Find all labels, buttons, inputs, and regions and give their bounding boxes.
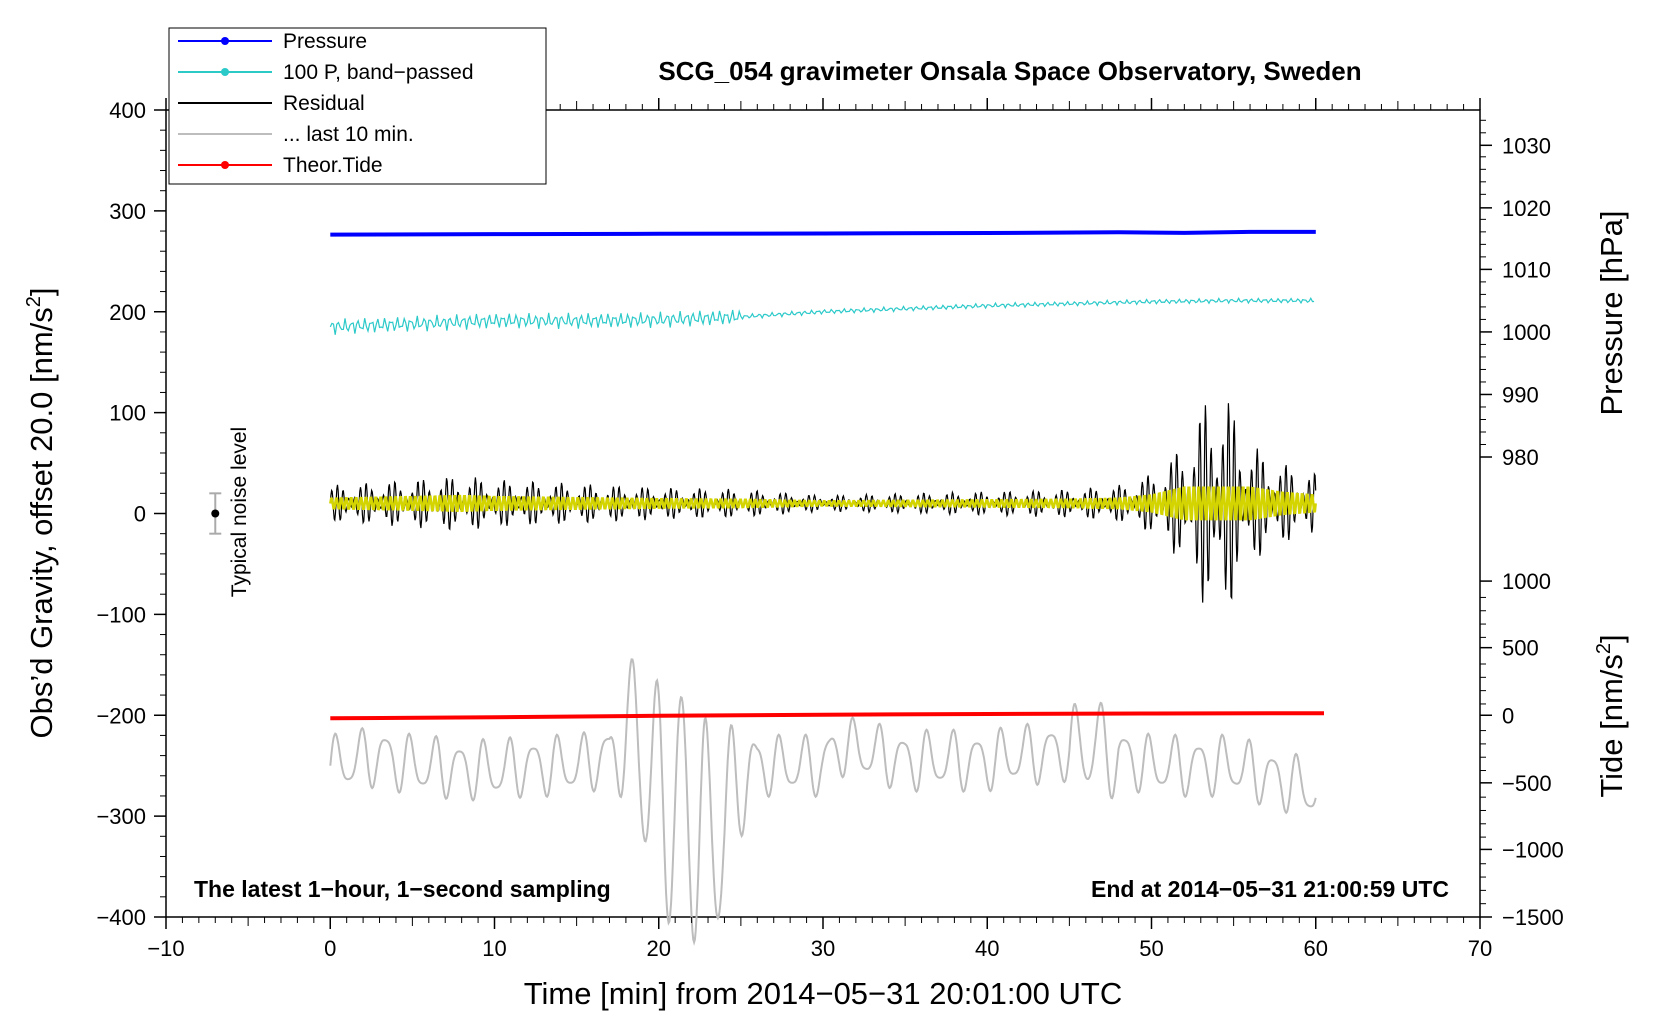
last-10-min-line	[329, 658, 1317, 946]
noise-bar-point	[211, 509, 220, 518]
pressure-line	[330, 229, 1316, 237]
legend-label: Pressure	[283, 30, 367, 53]
noise-level-bar	[209, 492, 222, 535]
pressure-tick-label: 1010	[1502, 257, 1551, 282]
x-tick-label: 40	[975, 936, 999, 961]
pressure-tick-label: 990	[1502, 382, 1539, 407]
tide-tick-label: −1000	[1502, 837, 1564, 862]
y-tick-label: −200	[96, 703, 146, 728]
tide-axis-title-close: ]	[1594, 634, 1629, 643]
residual-filtered-line	[329, 486, 1317, 521]
y-axis-title-main: Obs’d Gravity, offset 20.0 [nm/s	[24, 307, 59, 738]
legend-items: Pressure 100 P, band−passed Residual ... la…	[178, 30, 474, 177]
x-axis-title: Time [min] from 2014−05−31 20:01:00 UTC	[524, 976, 1123, 1011]
y-tick-label: 400	[109, 98, 146, 123]
tide-tick-label: −500	[1502, 771, 1552, 796]
x-tick-label: 70	[1468, 936, 1492, 961]
pressure-tick-label: 1000	[1502, 320, 1551, 345]
y-tick-label: 300	[109, 199, 146, 224]
x-tick-label: 0	[324, 936, 336, 961]
legend: Pressure 100 P, band−passed Residual ... la…	[168, 27, 547, 185]
y-tick-label: −400	[96, 905, 146, 930]
y-tick-label: 100	[109, 401, 146, 426]
pressure-tick-label: 1030	[1502, 133, 1551, 158]
y-tick-label: −300	[96, 804, 146, 829]
legend-marker	[221, 37, 229, 45]
chart-title: SCG_054 gravimeter Onsala Space Observat…	[658, 56, 1361, 86]
end-time-annotation: End at 2014−05−31 21:00:59 UTC	[1091, 876, 1449, 902]
pressure-tick-label: 1020	[1502, 196, 1551, 221]
tide-tick-label: 0	[1502, 703, 1514, 728]
y-axis-left: 400 300 200 100 0 −100 −200 −300 −400	[96, 98, 166, 930]
y-axis-title-close: ]	[24, 287, 59, 296]
x-tick-label: 50	[1139, 936, 1163, 961]
legend-label: 100 P, band−passed	[283, 61, 474, 84]
y-axis-pressure: 1030 1020 1010 1000 990 980	[1480, 119, 1551, 470]
x-tick-label: 30	[811, 936, 835, 961]
tide-tick-label: 500	[1502, 636, 1539, 661]
y-tick-label: −100	[96, 602, 146, 627]
y-axis-tide: 1000 500 0 −500 −1000 −1500	[1480, 569, 1564, 930]
x-tick-label: 20	[647, 936, 671, 961]
legend-marker	[221, 161, 229, 169]
x-tick-label: 10	[482, 936, 506, 961]
tide-axis-title-main: Tide [nm/s	[1594, 654, 1629, 798]
sampling-annotation: The latest 1−hour, 1−second sampling	[194, 876, 611, 902]
y-tick-label: 200	[109, 300, 146, 325]
noise-level-label: Typical noise level	[228, 427, 251, 597]
legend-label: Residual	[283, 92, 365, 115]
y-tick-label: 0	[134, 502, 146, 527]
series-layer	[329, 229, 1325, 946]
y-axis-title-sup: 2	[23, 296, 45, 307]
legend-box	[168, 27, 547, 185]
legend-marker	[221, 68, 229, 76]
tide-axis-title-sup: 2	[1593, 643, 1615, 654]
legend-label: ... last 10 min.	[283, 123, 414, 146]
tide-tick-label: 1000	[1502, 569, 1551, 594]
tide-axis-title: Tide [nm/s2]	[1593, 634, 1629, 797]
pressure-axis-title: Pressure [hPa]	[1594, 210, 1629, 415]
y-axis-title: Obs’d Gravity, offset 20.0 [nm/s2]	[23, 287, 59, 738]
x-tick-label: −10	[147, 936, 184, 961]
x-axis: −10 0 10 20 30 40 50 60 70	[147, 98, 1492, 961]
pressure-bandpassed-line	[329, 297, 1315, 335]
tide-tick-label: −1500	[1502, 905, 1564, 930]
theor-tide-line	[330, 711, 1325, 721]
x-tick-label: 60	[1304, 936, 1328, 961]
pressure-tick-label: 980	[1502, 445, 1539, 470]
legend-label: Theor.Tide	[283, 154, 383, 177]
